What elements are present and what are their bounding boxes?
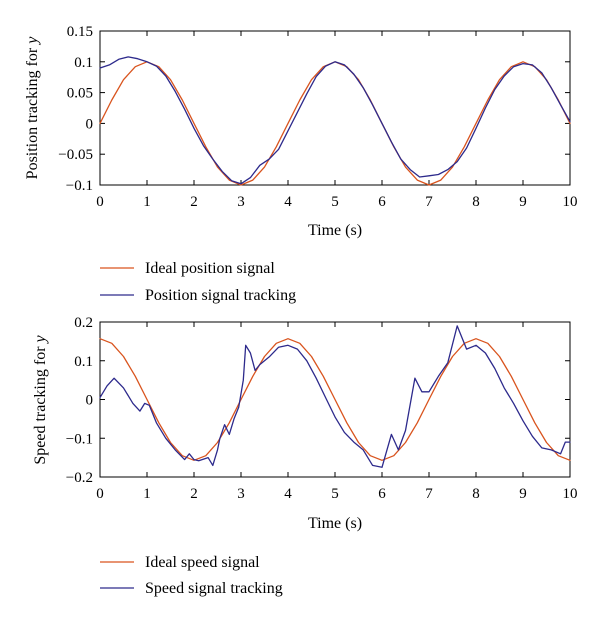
position-x-tick-label: 7 (425, 194, 433, 210)
speed-x-tick-label: 8 (472, 486, 480, 502)
speed-y-tick-label: 0 (86, 393, 94, 409)
speed-x-tick-label: 9 (519, 486, 527, 502)
position-x-tick-label: 2 (190, 194, 198, 210)
position-x-axis-label: Time (s) (308, 222, 362, 239)
position-axes-frame (99, 30, 571, 186)
legend-label-position-tracking: Position signal tracking (145, 287, 296, 304)
speed-y-tick-label: −0.2 (66, 470, 93, 486)
position-x-tick-label: 9 (519, 194, 527, 210)
speed-series-ideal-line (99, 338, 571, 461)
speed-y-tick-label: 0.2 (74, 315, 93, 331)
position-x-tick-label: 0 (96, 194, 104, 210)
speed-x-tick-label: 0 (96, 486, 104, 502)
position-y-axis-label: Position tracking for y (24, 36, 41, 180)
position-y-tick-label: −0.05 (58, 147, 93, 163)
position-x-tick-label: 10 (563, 194, 578, 210)
speed-legend: Ideal speed signal Speed signal tracking (100, 554, 283, 597)
legend-label-ideal-position: Ideal position signal (145, 260, 275, 277)
position-x-tick-label: 1 (143, 194, 151, 210)
speed-x-tick-label: 3 (237, 486, 245, 502)
speed-y-axis-label: Speed tracking for y (32, 334, 49, 464)
speed-x-tick-label: 1 (143, 486, 151, 502)
legend-label-speed-tracking: Speed signal tracking (145, 580, 283, 597)
speed-series (99, 325, 571, 468)
position-y-tick-label: 0.1 (74, 55, 93, 71)
position-x-tick-label: 6 (378, 194, 386, 210)
position-y-tick-label: 0.05 (67, 86, 93, 102)
speed-x-tick-label: 6 (378, 486, 386, 502)
position-x-tick-label: 4 (284, 194, 292, 210)
speed-x-tick-label: 4 (284, 486, 292, 502)
speed-x-tick-label: 2 (190, 486, 198, 502)
speed-ticks: 0 1 2 3 4 5 6 7 8 9 10 0.2 0.1 0 −0.1 −0.2 (66, 315, 578, 502)
position-x-tick-label: 5 (331, 194, 339, 210)
position-x-tick-label: 8 (472, 194, 480, 210)
position-legend: Ideal position signal Position signal tr… (100, 260, 296, 304)
position-y-tick-label: 0 (86, 116, 94, 132)
speed-tracking-chart: 0 1 2 3 4 5 6 7 8 9 10 0.2 0.1 0 −0.1 −0.2 Time (s) Spe… (32, 315, 578, 597)
speed-x-axis-label: Time (s) (308, 515, 362, 532)
position-x-tick-label: 3 (237, 194, 245, 210)
speed-x-tick-label: 10 (563, 486, 578, 502)
speed-y-tick-label: −0.1 (66, 431, 93, 447)
speed-series-tracking-line (99, 325, 571, 468)
position-y-tick-label: 0.15 (67, 24, 93, 40)
legend-label-ideal-speed: Ideal speed signal (145, 554, 260, 571)
speed-x-tick-label: 7 (425, 486, 433, 502)
position-series (99, 56, 571, 186)
position-series-tracking-line (99, 56, 571, 185)
position-ticks: 0 1 2 3 4 5 6 7 8 9 10 0.15 0.1 0.05 0 −0.05 −0.1 (58, 24, 577, 210)
speed-y-tick-label: 0.1 (74, 354, 93, 370)
position-series-ideal-line (99, 61, 571, 186)
position-y-tick-label: −0.1 (66, 178, 93, 194)
speed-x-tick-label: 5 (331, 486, 339, 502)
position-tracking-chart: 0 1 2 3 4 5 6 7 8 9 10 0.15 0.1 0.05 0 −0.05 −0.1 Time (… (24, 24, 578, 304)
